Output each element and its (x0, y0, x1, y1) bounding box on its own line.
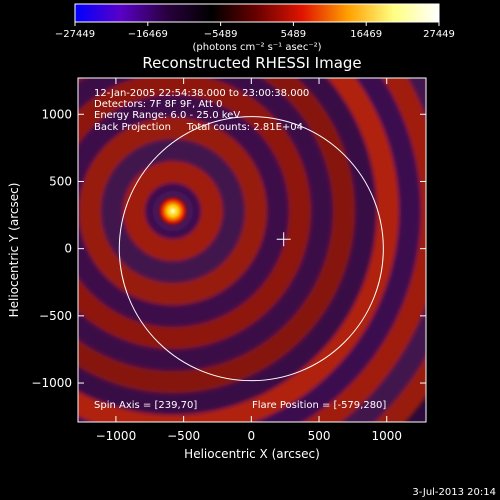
y-axis-label: Heliocentric Y (arcsec) (7, 183, 21, 318)
info-line-method: Back Projection Total counts: 2.81E+04 (94, 122, 303, 133)
colorbar-unit-label: (photons cm⁻² s⁻¹ asec⁻²) (192, 42, 321, 53)
axis-ticks: −1000 −500 0 500 1000 1000 500 0 −500 −1000 (31, 78, 426, 443)
colorbar-tick-label: −27449 (55, 29, 95, 40)
colorbar-tick-label: 27449 (423, 29, 455, 40)
flare-position-label: Flare Position = [-579,280] (252, 400, 386, 411)
x-tick-label: −1000 (96, 429, 137, 443)
x-tick-label: 1000 (371, 429, 402, 443)
y-tick-label: 500 (49, 174, 72, 188)
fringe-pattern (78, 78, 426, 422)
colorbar-tick-label: −16469 (128, 29, 168, 40)
colorbar-tick-label: 5489 (281, 29, 306, 40)
plot-area: −1000 −500 0 500 1000 1000 500 0 −500 −1000 12-Ja… (31, 77, 427, 443)
y-tick-label: −500 (39, 309, 72, 323)
info-line-detectors: Detectors: 7F 8F 9F, Att 0 (94, 99, 222, 110)
y-tick-label: −1000 (31, 376, 72, 390)
colorbar: −27449 −16469 −5489 5489 16469 27449 (photons… (55, 3, 455, 53)
info-line-time: 12-Jan-2005 22:54:38.000 to 23:00:38.000 (94, 88, 309, 99)
colorbar-tick-label: 16469 (350, 29, 382, 40)
chart-title: Reconstructed RHESSI Image (142, 54, 361, 72)
solar-limb-circle (118, 116, 384, 382)
y-tick-label: 0 (64, 242, 72, 256)
spin-axis-marker (276, 232, 291, 247)
colorbar-tick-label: −5489 (204, 29, 238, 40)
info-block: 12-Jan-2005 22:54:38.000 to 23:00:38.000… (94, 88, 309, 133)
x-axis-label: Heliocentric X (arcsec) (184, 447, 320, 461)
x-tick-label: 0 (248, 429, 256, 443)
colorbar-ticks: −27449 −16469 −5489 5489 16469 27449 (55, 22, 455, 40)
colorbar-gradient (74, 3, 440, 23)
spin-axis-label: Spin Axis = [239,70] (94, 400, 197, 411)
flare-source (156, 195, 189, 228)
y-tick-label: 1000 (41, 107, 72, 121)
plot-frame (77, 77, 427, 423)
timestamp: 3-Jul-2013 20:14 (412, 487, 496, 498)
x-tick-label: −500 (167, 429, 200, 443)
info-line-energy: Energy Range: 6.0 - 25.0 keV (94, 110, 240, 121)
x-tick-label: 500 (308, 429, 331, 443)
